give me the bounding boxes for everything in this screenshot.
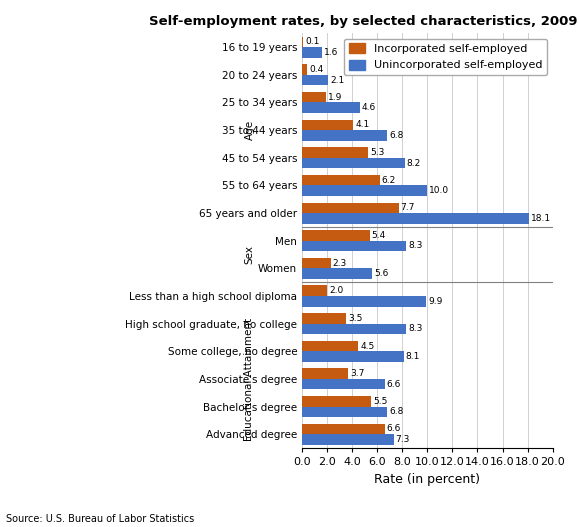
Text: 6.6: 6.6 bbox=[387, 424, 401, 434]
Bar bbox=[302, 186, 427, 196]
Text: 8.3: 8.3 bbox=[408, 325, 422, 334]
Bar bbox=[302, 92, 326, 102]
Text: 8.3: 8.3 bbox=[408, 241, 422, 250]
Bar bbox=[302, 407, 387, 417]
Bar bbox=[302, 241, 406, 251]
Text: 2.3: 2.3 bbox=[333, 259, 347, 268]
Text: 2.1: 2.1 bbox=[330, 75, 345, 84]
Bar bbox=[302, 213, 529, 223]
Bar bbox=[302, 424, 385, 434]
Bar bbox=[302, 258, 331, 268]
Text: 2.0: 2.0 bbox=[329, 286, 343, 295]
Text: 10.0: 10.0 bbox=[429, 186, 450, 195]
Bar bbox=[302, 202, 398, 213]
Bar bbox=[302, 47, 322, 57]
Text: 6.8: 6.8 bbox=[389, 131, 404, 140]
Text: 6.8: 6.8 bbox=[389, 407, 404, 416]
Bar bbox=[302, 324, 406, 334]
Text: 8.2: 8.2 bbox=[407, 159, 421, 168]
Text: 7.3: 7.3 bbox=[396, 435, 410, 444]
Text: 4.5: 4.5 bbox=[360, 341, 375, 350]
Bar bbox=[302, 175, 380, 186]
Bar bbox=[302, 130, 387, 141]
Title: Self-employment rates, by selected characteristics, 2009 annual averages: Self-employment rates, by selected chara… bbox=[148, 15, 580, 28]
Bar bbox=[302, 64, 307, 75]
Text: 3.7: 3.7 bbox=[350, 369, 365, 378]
Text: 4.6: 4.6 bbox=[361, 103, 376, 112]
Text: 5.4: 5.4 bbox=[372, 231, 386, 240]
Bar bbox=[302, 396, 371, 407]
Bar bbox=[302, 120, 353, 130]
Text: Educational Attainment: Educational Attainment bbox=[244, 317, 255, 441]
Text: 1.6: 1.6 bbox=[324, 48, 338, 57]
Bar bbox=[302, 286, 327, 296]
Text: 4.1: 4.1 bbox=[356, 120, 369, 129]
Text: 6.2: 6.2 bbox=[382, 175, 396, 184]
Bar bbox=[302, 379, 385, 389]
Bar bbox=[302, 102, 360, 113]
Text: 6.6: 6.6 bbox=[387, 379, 401, 389]
Text: Age: Age bbox=[244, 120, 255, 140]
Bar bbox=[302, 37, 303, 47]
Bar bbox=[302, 147, 368, 158]
Bar bbox=[302, 75, 328, 85]
Bar bbox=[302, 368, 349, 379]
Text: 8.1: 8.1 bbox=[405, 352, 420, 361]
Text: 1.9: 1.9 bbox=[328, 93, 342, 102]
Text: 0.4: 0.4 bbox=[309, 65, 323, 74]
Bar bbox=[302, 268, 372, 279]
Text: 5.5: 5.5 bbox=[373, 397, 387, 406]
Text: Source: U.S. Bureau of Labor Statistics: Source: U.S. Bureau of Labor Statistics bbox=[6, 514, 194, 524]
Text: 9.9: 9.9 bbox=[428, 297, 443, 306]
Bar bbox=[302, 296, 426, 307]
Bar bbox=[302, 434, 393, 445]
Bar bbox=[302, 230, 369, 241]
Bar bbox=[302, 158, 405, 168]
Bar bbox=[302, 352, 404, 362]
Bar bbox=[302, 341, 358, 352]
Bar bbox=[302, 313, 346, 324]
Text: 18.1: 18.1 bbox=[531, 214, 551, 223]
Legend: Incorporated self-employed, Unincorporated self-employed: Incorporated self-employed, Unincorporat… bbox=[344, 39, 547, 75]
Text: Sex: Sex bbox=[244, 245, 255, 264]
Text: 5.6: 5.6 bbox=[374, 269, 389, 278]
Text: 0.1: 0.1 bbox=[305, 37, 320, 46]
X-axis label: Rate (in percent): Rate (in percent) bbox=[374, 473, 480, 486]
Text: 5.3: 5.3 bbox=[371, 148, 385, 157]
Text: 7.7: 7.7 bbox=[400, 203, 415, 212]
Text: 3.5: 3.5 bbox=[348, 314, 362, 323]
